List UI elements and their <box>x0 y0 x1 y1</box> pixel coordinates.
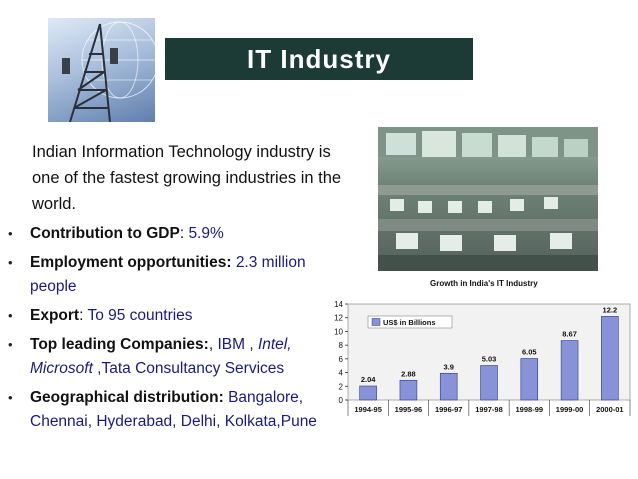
bullet-icon: • <box>8 337 13 352</box>
bar <box>601 316 619 401</box>
bullet-value: 2.3 million people <box>30 254 306 295</box>
bullet-label: Geographical distribution: <box>30 389 224 406</box>
y-tick-label: 0 <box>339 396 344 405</box>
bullet-value-italic: Intel, Microsoft <box>30 336 292 377</box>
bullet-label: Employment opportunities: <box>30 254 232 271</box>
legend-swatch <box>371 318 381 326</box>
slide-title: IT Industry <box>165 38 473 80</box>
x-tick-label: 1997-98 <box>475 405 503 414</box>
it-office-photo <box>378 127 598 271</box>
bullet-value: Bangalore, Chennai, Hyderabad, Delhi, Ko… <box>30 389 317 430</box>
bullet-icon: • <box>8 308 13 323</box>
bullet-export: • Export: To 95 countries <box>8 304 334 328</box>
legend-box <box>367 315 453 329</box>
bar <box>399 379 418 401</box>
bullet-label: Contribution to GDP <box>30 225 180 242</box>
bullet-label: Export <box>30 307 80 324</box>
bullet-value: To 95 countries <box>87 307 193 324</box>
bullet-geography: • Geographical distribution: Bangalore, … <box>8 386 334 434</box>
bar-value-label: 2.88 <box>401 369 416 378</box>
x-tick-label: 1996-97 <box>435 405 463 414</box>
bar-value-label: 5.03 <box>482 355 497 364</box>
intro-paragraph: Indian Information Technology industry i… <box>32 143 342 213</box>
bullet-value-a: IBM , <box>217 336 258 353</box>
telecom-tower-image <box>48 18 155 122</box>
bullet-list: • Contribution to GDP: 5.9% • Employment… <box>8 222 334 439</box>
chart-title: Growth in India's IT Industry <box>430 279 538 288</box>
x-tick-label: 1998-99 <box>516 405 544 414</box>
bar <box>480 365 498 401</box>
bullet-separator: : <box>79 307 88 324</box>
bar <box>560 340 579 401</box>
y-tick-label: 4 <box>339 369 344 378</box>
bullet-icon: • <box>8 226 13 241</box>
bar-value-label: 2.04 <box>361 375 376 384</box>
bullet-employment: • Employment opportunities: 2.3 million … <box>8 251 334 299</box>
growth-bar-chart: 0 2 4 6 8 10 12 14 2.04 1994-95 2.88 1995-96 3.9 1996… <box>334 300 631 416</box>
x-tick-label: 1999-00 <box>556 405 584 414</box>
bullet-separator: : <box>179 225 189 242</box>
y-tick-label: 10 <box>334 327 343 336</box>
bullet-value-b: ,Tata Consultancy Services <box>92 360 285 377</box>
bar-value-label: 3.9 <box>443 362 453 371</box>
y-tick-label: 6 <box>339 355 344 364</box>
x-tick-label: 2000-01 <box>596 405 624 414</box>
bar <box>439 372 458 401</box>
legend-label: US$ in Billions <box>383 318 436 327</box>
bar-value-label: 6.05 <box>522 348 537 357</box>
y-tick-label: 8 <box>339 341 344 350</box>
y-tick-label: 14 <box>334 300 343 309</box>
bullet-label: Top leading Companies: <box>30 336 209 353</box>
bullet-value: 5.9% <box>188 225 224 242</box>
bar <box>520 358 539 401</box>
bullet-icon: • <box>8 390 13 405</box>
x-tick-label: 1994-95 <box>354 405 382 414</box>
y-tick-label: 2 <box>339 382 344 391</box>
bar-value-label: 8.67 <box>562 330 577 339</box>
bullet-icon: • <box>8 255 13 270</box>
bullet-gdp: • Contribution to GDP: 5.9% <box>8 222 334 246</box>
bullet-separator: , <box>208 336 218 353</box>
x-tick-label: 1995-96 <box>395 405 423 414</box>
bullet-companies: • Top leading Companies:, IBM , Intel, M… <box>8 333 334 381</box>
y-tick-label: 12 <box>334 314 343 323</box>
bar-value-label: 12.2 <box>603 305 618 314</box>
bar <box>359 385 377 401</box>
